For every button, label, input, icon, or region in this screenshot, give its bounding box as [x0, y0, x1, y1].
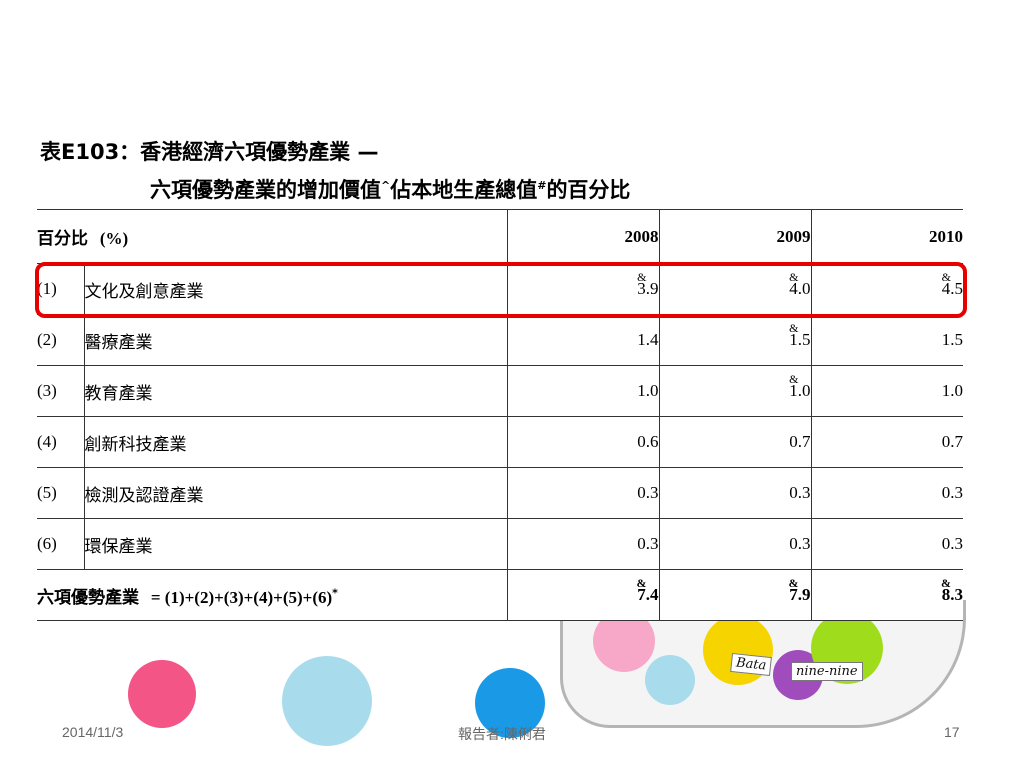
footer-presenter: 報告者:陳俐君 — [458, 726, 546, 742]
year-2008-header: 2008 — [507, 209, 660, 264]
table-row: (6) 環保產業 0.3 0.3 0.3 — [37, 518, 964, 570]
value-2010: 4.5 & — [811, 263, 964, 315]
industry-name: 環保產業 — [84, 518, 508, 570]
value-2009: 0.3 — [659, 467, 812, 519]
blue-circle — [475, 668, 545, 738]
row-index: (3) — [37, 365, 85, 417]
year-2009-header: 2009 — [659, 209, 812, 264]
pink-circle — [128, 660, 196, 728]
industry-name: 檢測及認證產業 — [84, 467, 508, 519]
value-2008: 0.3 — [507, 467, 660, 519]
value-2009: 0.7 — [659, 416, 812, 468]
footer-page-number: 17 — [944, 724, 960, 740]
candy-jar-illustration: Bata nine-nine — [560, 600, 966, 728]
row-index: (4) — [37, 416, 85, 468]
value-2009: 1.0 & — [659, 365, 812, 417]
value-2009: 1.5 & — [659, 314, 812, 366]
value-2008: 0.6 — [507, 416, 660, 468]
total-2009: 7.9 & — [659, 569, 812, 621]
value-2010: 0.7 — [811, 416, 964, 468]
table-row: (1) 文化及創意產業 3.9 & 4.0 & 4.5 & — [37, 263, 964, 315]
footer-date: 2014/11/3 — [62, 724, 124, 740]
row-index: (2) — [37, 314, 85, 366]
industry-percentage-table: 百分比 (%) 2008 2009 2010 (1) 文化及創意產業 3.9 & … — [37, 209, 964, 621]
total-2008: 7.4 & — [507, 569, 660, 621]
value-2008: 1.0 — [507, 365, 660, 417]
value-2008: 1.4 — [507, 314, 660, 366]
jar-tag-bata: Bata — [730, 652, 773, 677]
value-2008: 3.9 & — [507, 263, 660, 315]
table-title-line-1: 表E103：香港經濟六項優勢產業 — — [40, 140, 379, 164]
row-index: (6) — [37, 518, 85, 570]
table-row: (2) 醫療產業 1.4 1.5 & 1.5 — [37, 314, 964, 366]
value-2009: 0.3 — [659, 518, 812, 570]
table-title-line-2: 六項優勢產業的增加價值^佔本地生產總值#的百分比 — [150, 178, 631, 202]
industry-name: 文化及創意產業 — [84, 263, 508, 315]
year-2010-header: 2010 — [811, 209, 964, 264]
table-row: (4) 創新科技產業 0.6 0.7 0.7 — [37, 416, 964, 468]
industry-name: 教育產業 — [84, 365, 508, 417]
industry-name: 醫療產業 — [84, 314, 508, 366]
row-index: (5) — [37, 467, 85, 519]
light-blue-circle — [282, 656, 372, 746]
industry-name: 創新科技產業 — [84, 416, 508, 468]
total-2010: 8.3 & — [811, 569, 964, 621]
value-2010: 1.5 — [811, 314, 964, 366]
value-2009: 4.0 & — [659, 263, 812, 315]
value-2010: 0.3 — [811, 467, 964, 519]
table-header-row: 百分比 (%) 2008 2009 2010 — [37, 209, 964, 264]
row-index: (1) — [37, 263, 85, 315]
jar-tag-nine-nine: nine-nine — [791, 662, 863, 681]
header-label: 百分比 (%) — [37, 209, 508, 264]
value-2008: 0.3 — [507, 518, 660, 570]
value-2010: 1.0 — [811, 365, 964, 417]
total-label: 六項優勢產業 = (1)+(2)+(3)+(4)+(5)+(6)* — [37, 569, 508, 621]
total-row: 六項優勢產業 = (1)+(2)+(3)+(4)+(5)+(6)* 7.4 & 7… — [37, 569, 964, 621]
table-row: (3) 教育產業 1.0 1.0 & 1.0 — [37, 365, 964, 417]
value-2010: 0.3 — [811, 518, 964, 570]
table-row: (5) 檢測及認證產業 0.3 0.3 0.3 — [37, 467, 964, 519]
